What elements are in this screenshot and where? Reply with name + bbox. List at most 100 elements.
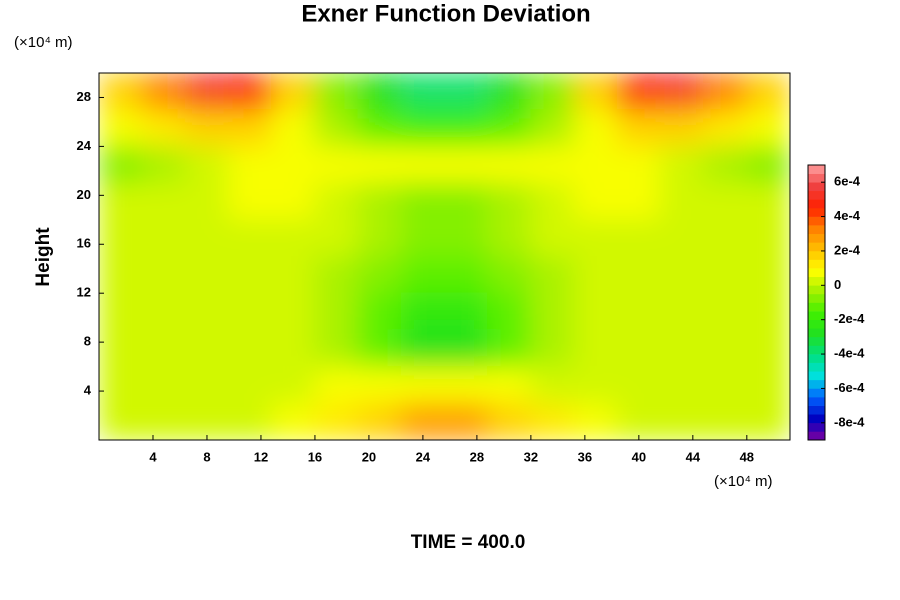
field-cell [487, 219, 532, 257]
field-cell [228, 219, 273, 257]
field-cell [530, 366, 575, 404]
field-cell [530, 292, 575, 331]
field-cell [271, 145, 316, 184]
field-cell [746, 145, 790, 184]
x-tick-label: 4 [149, 449, 157, 464]
colorbar-tick-label: -6e-4 [834, 380, 865, 395]
field-cell [400, 292, 445, 331]
x-tick-label: 8 [203, 449, 210, 464]
field-cell [530, 73, 575, 111]
colorbar-band [808, 345, 825, 355]
field-cell [573, 109, 618, 147]
colorbar-band [808, 388, 825, 398]
field-cell [659, 292, 705, 331]
field-cell [487, 402, 532, 440]
field-cell [703, 366, 748, 404]
field-cell [228, 402, 273, 440]
field-cell [616, 109, 661, 147]
field-cell [444, 292, 489, 331]
colorbar-band [808, 259, 825, 269]
field-cell [703, 182, 748, 221]
colorbar-tick-label: -4e-4 [834, 346, 865, 361]
colorbar-band [808, 242, 825, 252]
field-cell [99, 329, 143, 368]
field-cell [357, 145, 402, 184]
field-cell [271, 402, 316, 440]
colorbar-band [808, 362, 825, 372]
colorbar-band [808, 173, 825, 183]
field-cell [141, 182, 186, 221]
field-cell [659, 366, 705, 404]
field-cell [616, 366, 661, 404]
field-cell [314, 402, 359, 440]
field-cell [616, 256, 661, 294]
field-cell [487, 73, 532, 111]
field-cell [184, 402, 230, 440]
field-cell [141, 219, 186, 257]
field-cell [314, 145, 359, 184]
field-cell [746, 292, 790, 331]
field-cell [357, 256, 402, 294]
field-cell [400, 219, 445, 257]
field-cell [314, 329, 359, 368]
colorbar-band [808, 405, 825, 415]
field-cell [357, 292, 402, 331]
field-cell [444, 219, 489, 257]
field-cell [659, 109, 705, 147]
y-tick-label: 12 [77, 285, 91, 300]
x-tick-label: 36 [578, 449, 592, 464]
y-tick-label: 16 [77, 236, 91, 251]
field-cell [357, 109, 402, 147]
field-cell [357, 366, 402, 404]
field-cell [99, 109, 143, 147]
field-cell [141, 329, 186, 368]
x-tick-label: 28 [470, 449, 484, 464]
field-cell [271, 182, 316, 221]
field-cell [530, 109, 575, 147]
field-cell [400, 145, 445, 184]
field-cell [444, 256, 489, 294]
field-cell [314, 182, 359, 221]
field-cell [228, 256, 273, 294]
field-cell [141, 366, 186, 404]
colorbar-band [808, 371, 825, 381]
colorbar-tick-label: 0 [834, 277, 841, 292]
field-cell [746, 329, 790, 368]
field-cell [141, 256, 186, 294]
colorbar-band [808, 250, 825, 260]
field-cell [141, 73, 186, 111]
field-cell [487, 109, 532, 147]
field-cell [659, 256, 705, 294]
field-cell [228, 292, 273, 331]
y-tick-label: 8 [84, 334, 91, 349]
field-cell [314, 256, 359, 294]
colorbar-band [808, 268, 825, 278]
field-cell [141, 402, 186, 440]
field-cell [703, 402, 748, 440]
footer: TIME = 400.0 [411, 532, 526, 553]
x-tick-label: 40 [632, 449, 646, 464]
field-cell [141, 109, 186, 147]
field-cell [228, 182, 273, 221]
field-cell [746, 73, 790, 111]
field-cell [400, 329, 445, 368]
field-cell [530, 145, 575, 184]
field-cell [228, 109, 273, 147]
field-cell [357, 329, 402, 368]
field-cell [99, 73, 143, 111]
field-cell [271, 219, 316, 257]
field-cell [141, 292, 186, 331]
field-cell [444, 109, 489, 147]
field-cell [228, 329, 273, 368]
field-cell [573, 219, 618, 257]
x-tick-label: 16 [308, 449, 322, 464]
colorbar-band [808, 207, 825, 217]
colorbar-band [808, 199, 825, 209]
field-cell [616, 402, 661, 440]
field-cell [141, 145, 186, 184]
field-cell [400, 402, 445, 440]
colorbar-band [808, 431, 825, 441]
field-cell [184, 109, 230, 147]
field-cell [573, 256, 618, 294]
colorbar-band [808, 165, 825, 174]
